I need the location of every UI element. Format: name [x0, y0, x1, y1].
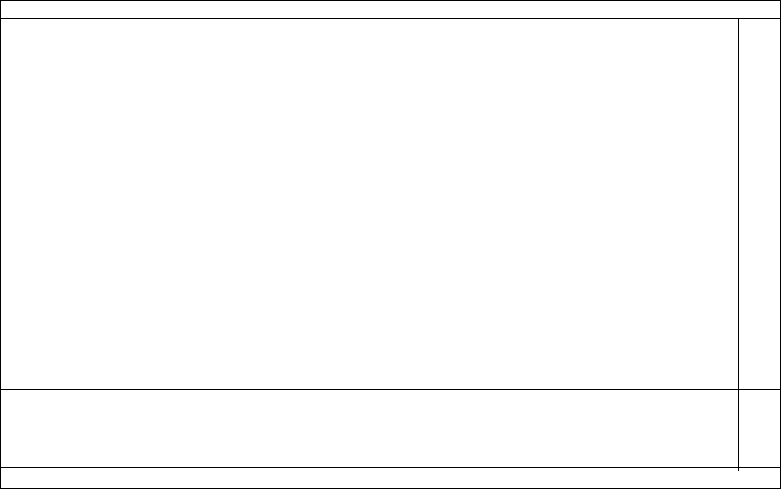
indicator-separator-top[interactable] [1, 389, 780, 390]
macd-indicator-canvas[interactable] [1, 390, 738, 467]
price-chart-canvas[interactable] [1, 18, 738, 389]
chart-title-bar [1, 1, 780, 19]
price-axis-line [738, 18, 739, 471]
time-axis[interactable] [1, 468, 780, 488]
time-axis-line [1, 467, 780, 468]
